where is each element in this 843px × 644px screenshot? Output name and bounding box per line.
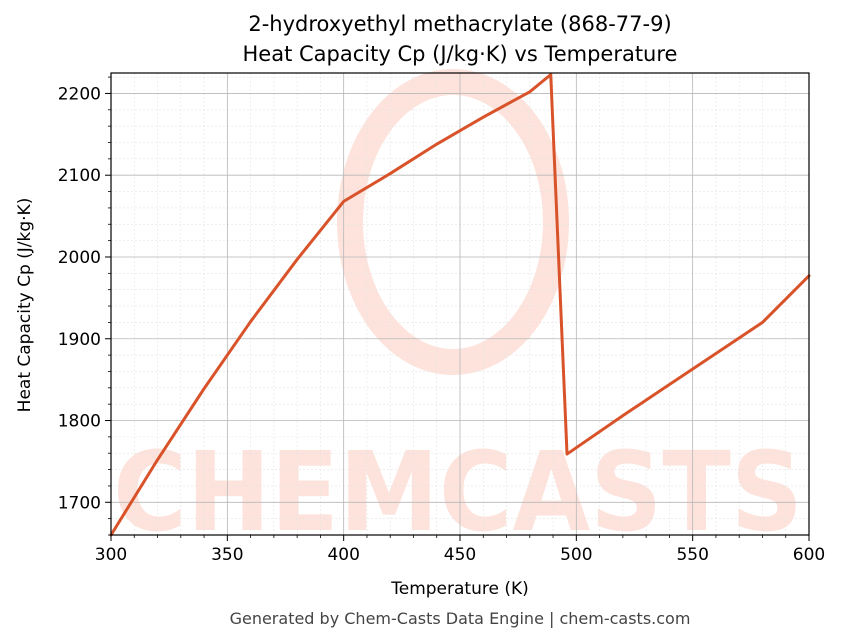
series-layer — [109, 73, 811, 537]
x-tick-label: 600 — [793, 545, 825, 565]
x-tick-label: 400 — [327, 545, 359, 565]
y-tick-label: 2200 — [58, 84, 101, 104]
chart-title: 2-hydroxyethyl methacrylate (868-77-9) — [248, 12, 671, 36]
chart-subtitle: Heat Capacity Cp (J/kg·K) vs Temperature — [243, 42, 678, 66]
watermark-text: CHEMCASTS — [113, 428, 803, 556]
watermark-logo-ring — [337, 69, 569, 375]
x-tick-label: 450 — [444, 545, 476, 565]
x-tick-label: 500 — [560, 545, 592, 565]
y-tick-label: 1900 — [58, 330, 101, 350]
watermark: CHEMCASTS — [113, 69, 803, 556]
y-tick-label: 2000 — [58, 248, 101, 268]
y-tick-label: 1700 — [58, 493, 101, 513]
footer-credit: Generated by Chem-Casts Data Engine | ch… — [230, 609, 691, 628]
x-tick-label: 350 — [211, 545, 243, 565]
ticks: 300 350 400 450 500 550 600 1700 1800 1900 2000 210… — [58, 76, 825, 565]
x-axis-label: Temperature (K) — [390, 579, 529, 599]
y-tick-label: 2100 — [58, 166, 101, 186]
y-tick-label: 1800 — [58, 412, 101, 432]
y-axis-label: Heat Capacity Cp (J/kg·K) — [15, 198, 35, 413]
x-tick-label: 550 — [676, 545, 708, 565]
x-tick-label: 300 — [95, 545, 127, 565]
series-line — [109, 73, 811, 537]
